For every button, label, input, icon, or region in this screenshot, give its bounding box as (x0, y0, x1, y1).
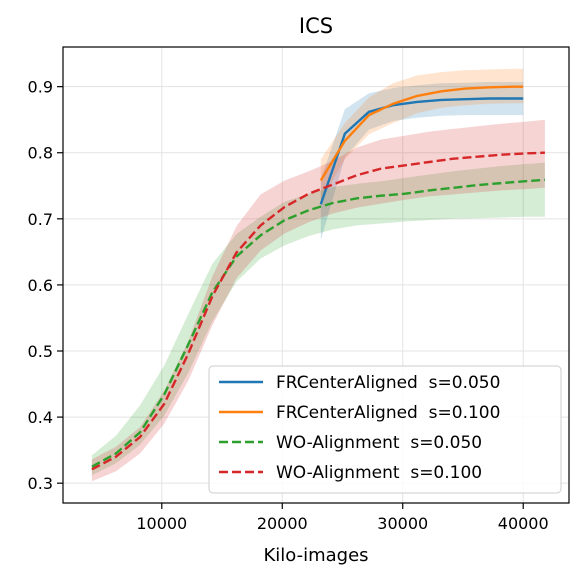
y-tick-label: 0.3 (28, 474, 53, 493)
legend-label: WO-Alignment s=0.100 (276, 463, 482, 483)
y-tick-label: 0.5 (28, 342, 53, 361)
y-tick-label: 0.6 (28, 276, 53, 295)
series-lines (91, 85, 545, 471)
legend-label: FRCenterAligned s=0.100 (276, 403, 500, 423)
x-axis-label: Kilo-images (263, 545, 368, 566)
legend: FRCenterAligned s=0.050 FRCenterAligned s… (208, 365, 562, 494)
series-line (319, 85, 524, 182)
series-line (91, 151, 545, 471)
y-tick-label: 0.9 (28, 78, 53, 97)
x-tick-label: 20000 (257, 514, 308, 533)
series-line (319, 97, 524, 205)
plot-frame (62, 46, 570, 504)
y-tick-label: 0.8 (28, 144, 53, 163)
series-line (91, 178, 545, 468)
y-tick-label: 0.7 (28, 210, 53, 229)
x-tick-label: 40000 (498, 514, 549, 533)
x-tick-label: 10000 (136, 514, 187, 533)
x-tick-label: 30000 (377, 514, 428, 533)
legend-label: WO-Alignment s=0.050 (276, 433, 482, 453)
axis-ticks: 10000 20000 30000 40000 0.3 0.4 0.5 0.6 0.7 0.8 0.… (28, 78, 549, 533)
confidence-band (91, 162, 545, 476)
chart-title: ICS (299, 14, 333, 38)
legend-label: FRCenterAligned s=0.050 (276, 373, 500, 393)
confidence-band (320, 82, 524, 240)
confidence-band (320, 68, 524, 201)
y-tick-label: 0.4 (28, 408, 53, 427)
confidence-band (91, 119, 545, 482)
legend-box (208, 365, 562, 494)
confidence-bands (91, 68, 545, 482)
